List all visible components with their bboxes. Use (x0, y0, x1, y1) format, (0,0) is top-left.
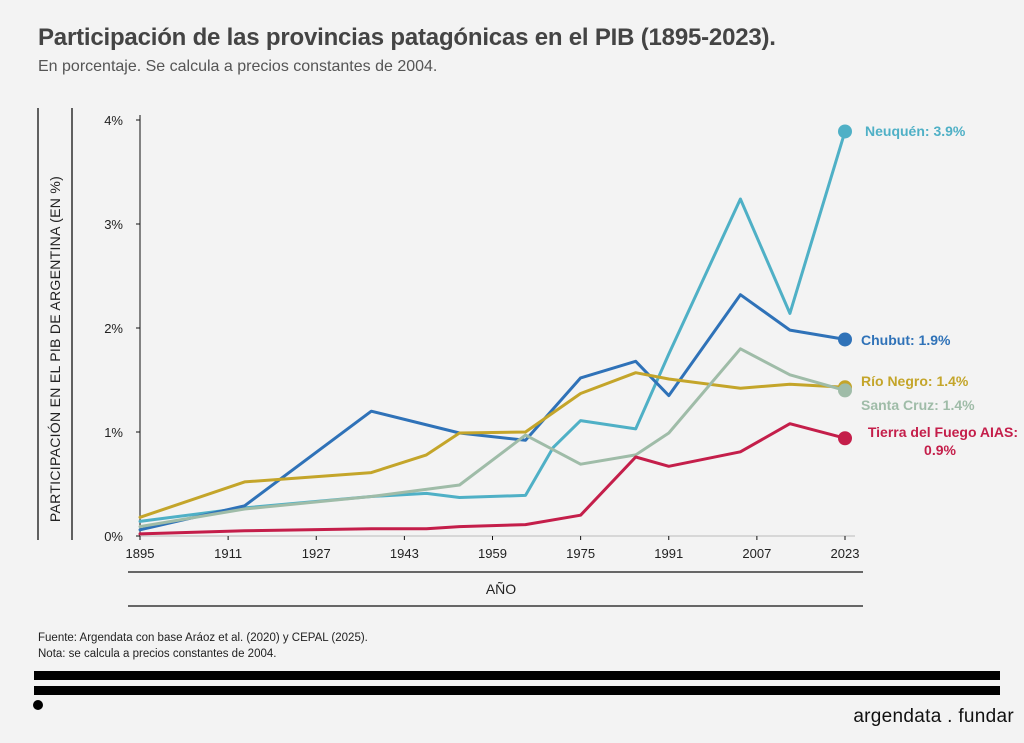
series-end-label-santa-cruz: Santa Cruz: 1.4% (861, 397, 975, 413)
method-note: Nota: se calcula a precios constantes de… (38, 648, 277, 660)
source-note: Fuente: Argendata con base Aráoz et al. … (38, 632, 368, 644)
x-axis-ticks: 1895 1911 1927 1943 1959 1975 1991 2007 2023 (126, 536, 860, 561)
footer-notes: Fuente: Argendata con base Aráoz et al. … (38, 630, 368, 662)
series-line-santa-cruz (138, 347, 847, 529)
y-tick-label: 1% (104, 425, 123, 440)
series-lines (138, 124, 852, 536)
series-end-point-chubut (838, 332, 852, 347)
x-tick-label: 1975 (566, 546, 595, 561)
series-end-label-neuquen: Neuquén: 3.9% (865, 123, 966, 139)
y-tick-label: 4% (104, 113, 123, 128)
series-end-point-neuquen (838, 124, 852, 139)
series-end-point-santa-cruz (838, 383, 852, 398)
series-end-label-tierra-del-fuego-aias: Tierra del Fuego AIAS: (868, 424, 1018, 440)
series-end-label-tierra-del-fuego-aias: 0.9% (924, 442, 956, 458)
chart-frame (37, 108, 863, 607)
x-axis-label: AÑO (486, 581, 516, 597)
series-line-chubut (138, 293, 847, 532)
x-tick-label: 1959 (478, 546, 507, 561)
series-end-point-tierra-del-fuego-aias (838, 431, 852, 446)
series-line-rio-negro (138, 371, 847, 519)
y-tick-label: 0% (104, 529, 123, 544)
x-tick-label: 1911 (214, 546, 242, 561)
y-tick-label: 2% (104, 321, 123, 336)
chart-title: Participación de las provincias patagóni… (38, 24, 776, 51)
y-tick-label: 3% (104, 217, 123, 232)
x-tick-label: 1895 (126, 546, 155, 561)
decorative-bar-bottom (34, 686, 1000, 695)
series-line-neuquen (138, 129, 847, 523)
x-tick-label: 1927 (302, 546, 331, 561)
chart-subtitle: En porcentaje. Se calcula a precios cons… (38, 58, 438, 75)
decorative-bar-top (34, 671, 1000, 680)
x-tick-label: 1943 (390, 546, 419, 561)
brand-logo: argendata . fundar (853, 706, 1014, 727)
series-line-tierra-del-fuego-aias (138, 422, 847, 536)
x-tick-label: 2023 (831, 546, 860, 561)
line-chart: 0% 1% 2% 3% 4% 1895 1911 1927 1943 1959 1975 1991 2… (37, 108, 1018, 607)
x-tick-label: 2007 (742, 546, 771, 561)
y-axis-ticks: 0% 1% 2% 3% 4% (104, 113, 140, 544)
x-tick-label: 1991 (654, 546, 683, 561)
y-axis-label: PARTICIPACIÓN EN EL PIB DE ARGENTINA (EN… (47, 176, 63, 522)
series-end-label-rio-negro: Río Negro: 1.4% (861, 373, 969, 389)
series-end-label-chubut: Chubut: 1.9% (861, 332, 951, 348)
decorative-dot (33, 700, 43, 710)
series-end-labels: Neuquén: 3.9% Chubut: 1.9% Río Negro: 1.4%… (861, 123, 1018, 458)
